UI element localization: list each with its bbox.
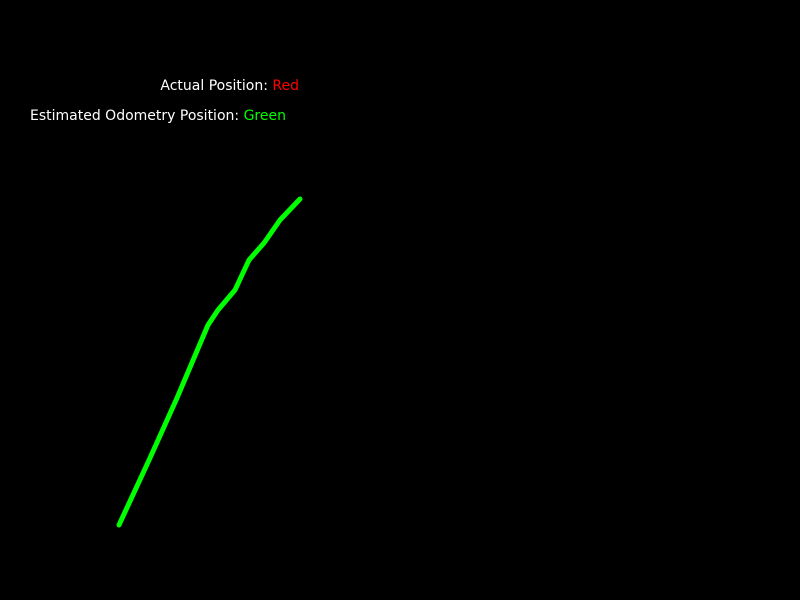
estimated-odometry-path (116, 196, 303, 528)
legend-actual-label: Actual Position: (160, 78, 268, 94)
legend-estimated-label: Estimated Odometry Position: (30, 108, 240, 124)
legend-actual: Actual Position: Red (160, 78, 299, 94)
legend-estimated-value: Green (243, 108, 286, 124)
legend-actual-value: Red (272, 78, 299, 94)
legend-estimated: Estimated Odometry Position: Green (30, 108, 286, 124)
